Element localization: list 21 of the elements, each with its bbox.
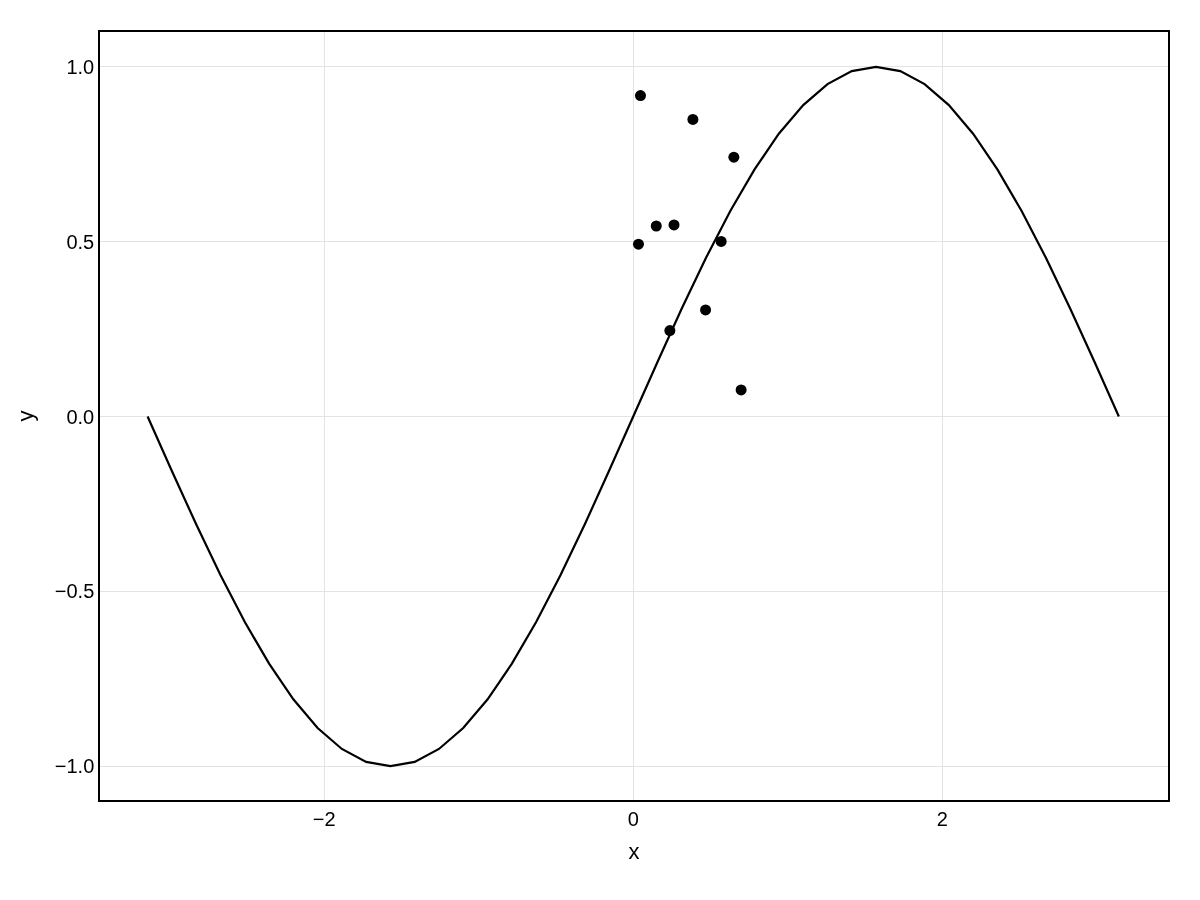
y-tick-label: 1.0 [66, 55, 95, 78]
point [687, 113, 699, 125]
point [632, 238, 644, 250]
y-tick-label: −1.0 [54, 755, 95, 778]
y-axis-title: y [13, 410, 39, 422]
y-tick-label: 0.5 [66, 230, 95, 253]
y-tick-label: 0.0 [66, 405, 95, 428]
y-tick-label: −0.5 [54, 580, 95, 603]
point [664, 325, 676, 337]
x-tick-label: 2 [936, 807, 948, 830]
x-tick-label: 0 [627, 807, 639, 830]
point [728, 151, 740, 163]
point [650, 220, 662, 232]
point [668, 219, 680, 231]
x-axis-title: x [628, 839, 640, 865]
x-tick-label: −2 [312, 807, 336, 830]
point [700, 304, 712, 316]
point [634, 90, 646, 102]
line-series [146, 65, 1120, 768]
point [735, 384, 747, 396]
point [715, 235, 727, 247]
